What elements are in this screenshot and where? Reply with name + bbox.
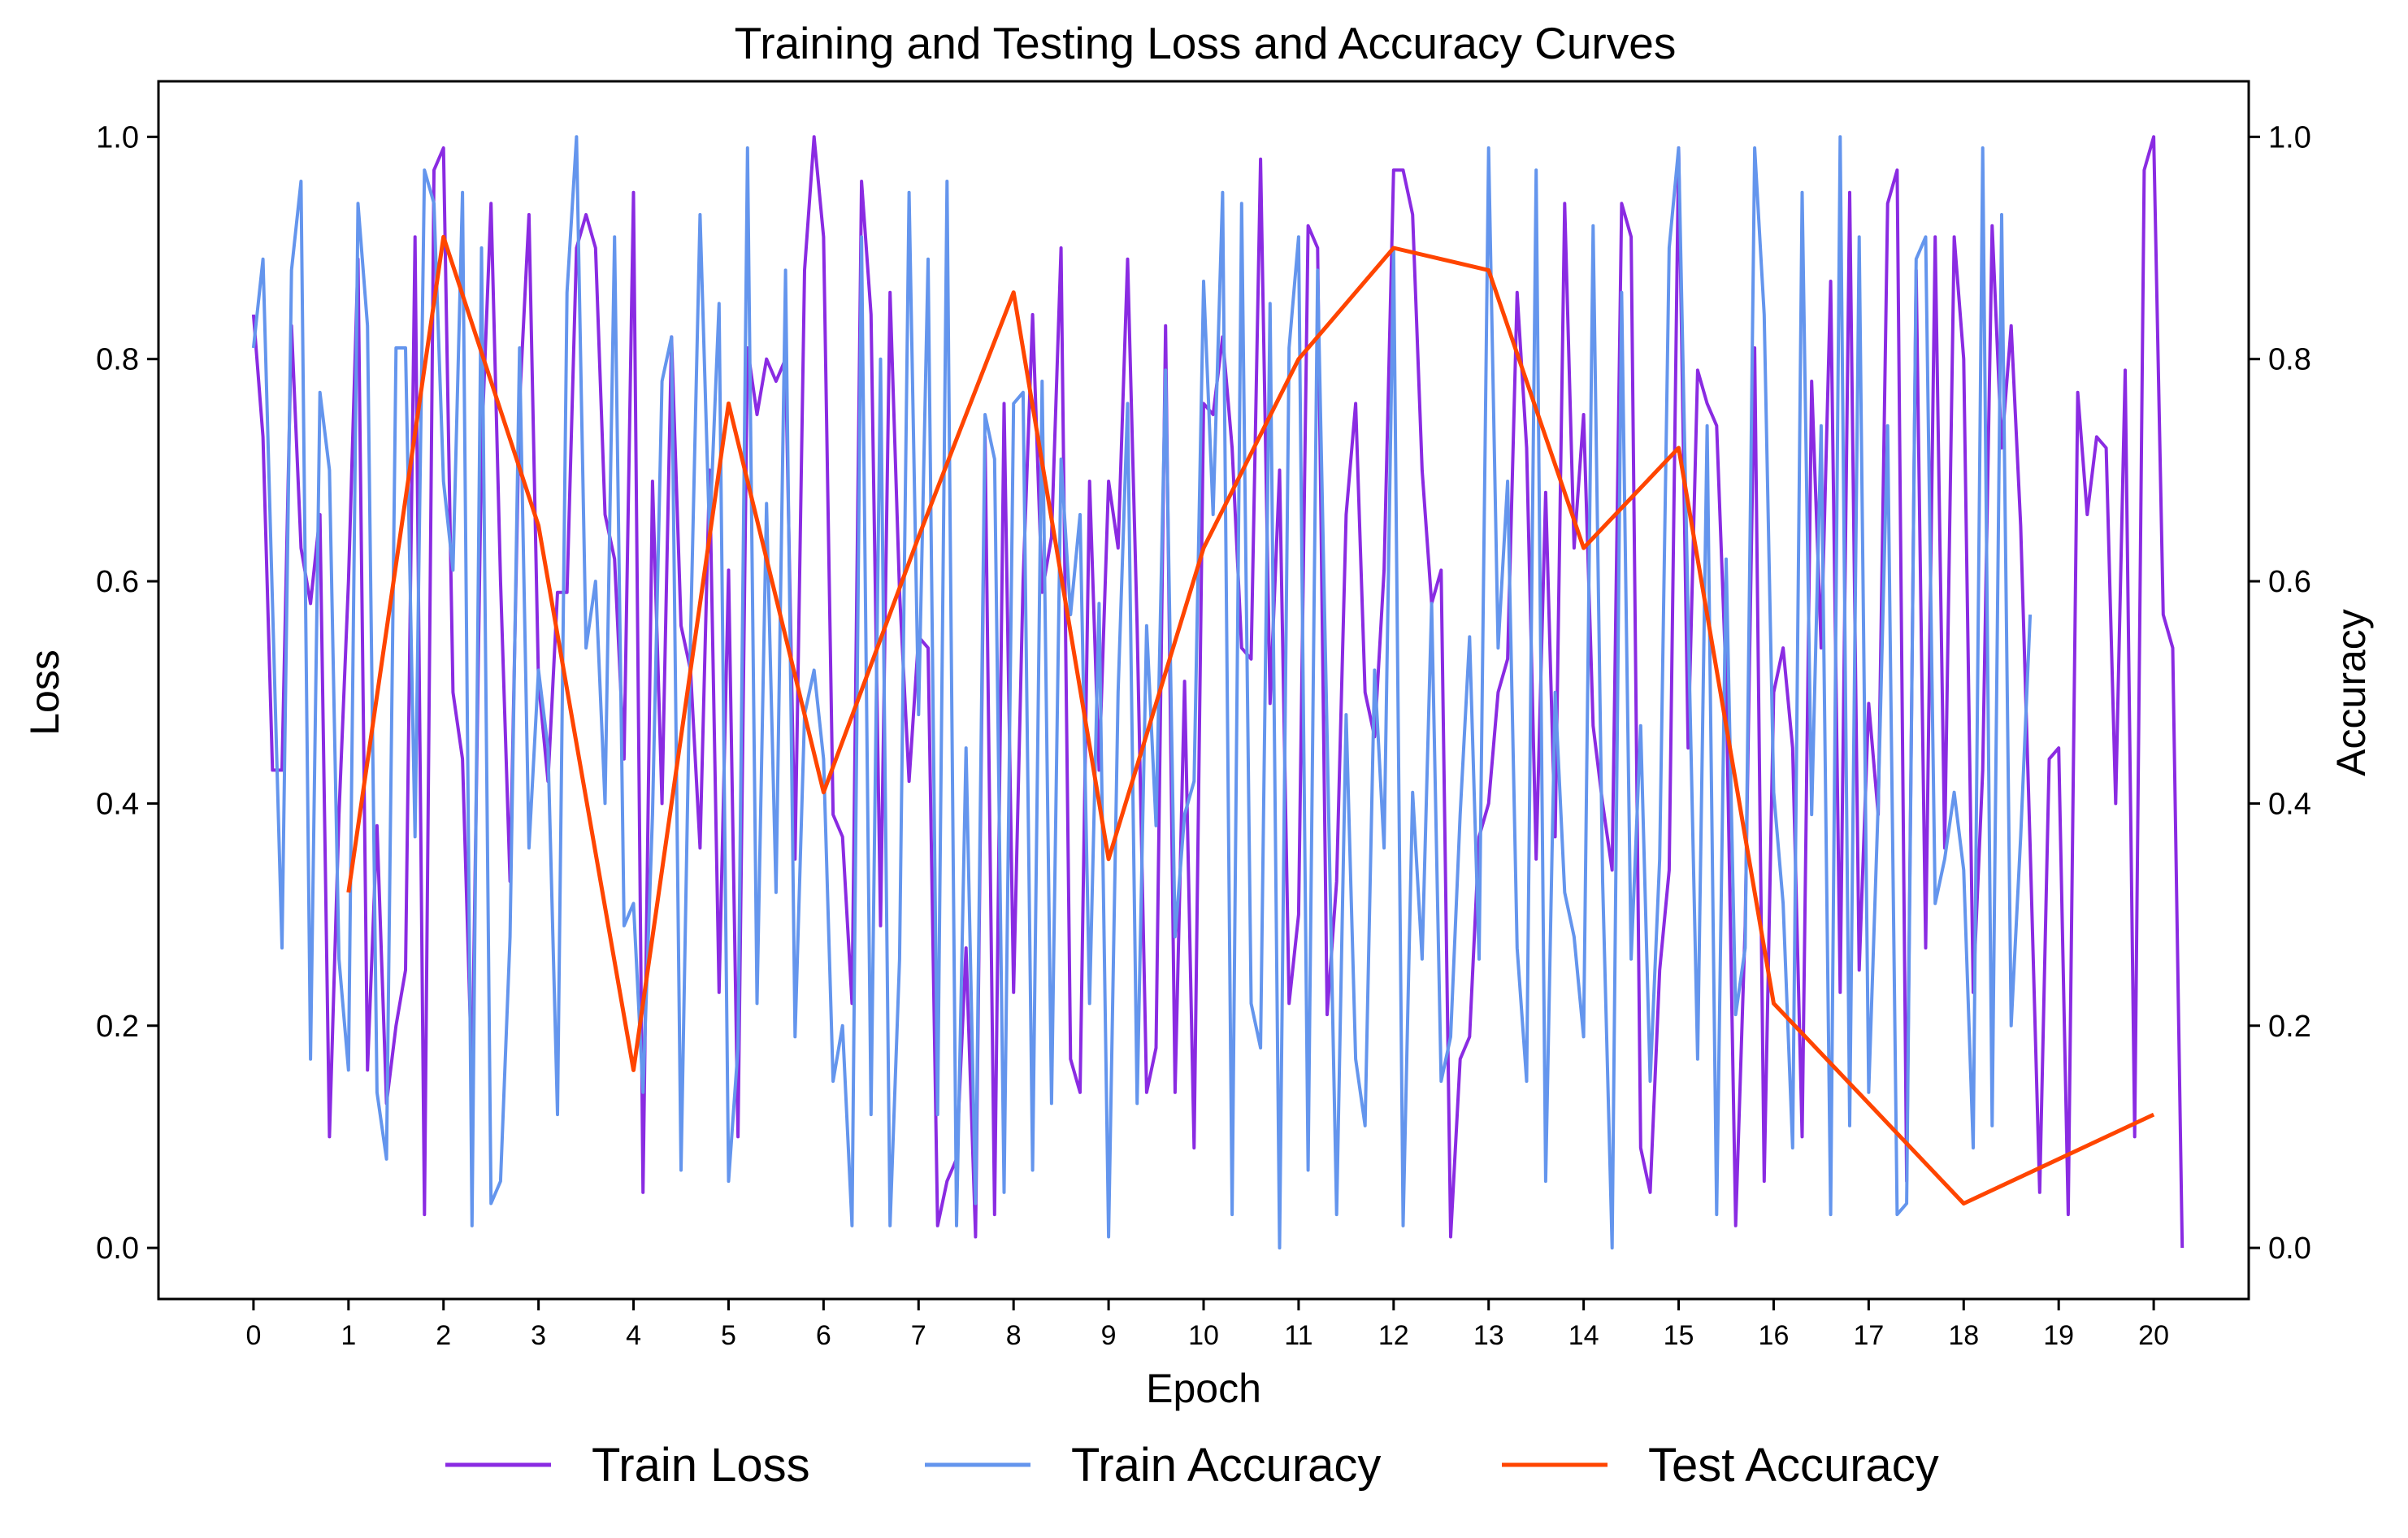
- x-ticks: 0 1 2 3 4 5 6 7 8 9 10 11 12 13 14 15 16 17 18 19 20: [245, 1299, 2169, 1351]
- right-y-tick-label: 0.2: [2268, 1010, 2311, 1044]
- x-tick-label: 15: [1664, 1320, 1694, 1351]
- x-tick-label: 1: [341, 1320, 356, 1351]
- x-tick-label: 2: [436, 1320, 451, 1351]
- x-tick-label: 10: [1188, 1320, 1219, 1351]
- x-tick-label: 19: [2043, 1320, 2074, 1351]
- legend-label-train-accuracy: Train Accuracy: [1071, 1439, 1381, 1492]
- x-tick-label: 13: [1473, 1320, 1504, 1351]
- left-y-axis-label: Loss: [22, 650, 67, 736]
- x-axis-label: Epoch: [1146, 1366, 1261, 1411]
- x-tick-label: 0: [245, 1320, 261, 1351]
- x-tick-label: 20: [2138, 1320, 2169, 1351]
- x-tick-label: 9: [1101, 1320, 1117, 1351]
- legend-item-test-accuracy: Test Accuracy: [1502, 1439, 1939, 1492]
- right-y-tick-label: 0.4: [2268, 787, 2311, 821]
- x-tick-label: 11: [1284, 1320, 1312, 1351]
- x-tick-label: 14: [1568, 1320, 1599, 1351]
- left-y-tick-label: 0.6: [96, 565, 139, 599]
- legend: Train Loss Train Accuracy Test Accuracy: [445, 1439, 1939, 1492]
- legend-item-train-loss: Train Loss: [445, 1439, 810, 1492]
- legend-label-test-accuracy: Test Accuracy: [1648, 1439, 1939, 1492]
- right-y-tick-label: 0.6: [2268, 565, 2311, 599]
- right-y-tick-label: 1.0: [2268, 120, 2311, 154]
- right-y-axis-label: Accuracy: [2328, 609, 2374, 776]
- series-line-train-accuracy: [251, 135, 2033, 1250]
- x-tick-label: 12: [1378, 1320, 1409, 1351]
- x-tick-label: 16: [1759, 1320, 1790, 1351]
- series-line-test-accuracy: [346, 234, 2155, 1206]
- x-tick-label: 17: [1853, 1320, 1884, 1351]
- left-y-ticks: 0.0 0.2 0.4 0.6 0.8 1.0: [96, 120, 158, 1266]
- legend-item-train-accuracy: Train Accuracy: [925, 1439, 1381, 1492]
- left-y-tick-label: 1.0: [96, 120, 139, 154]
- x-tick-label: 5: [721, 1320, 736, 1351]
- x-tick-label: 3: [531, 1320, 546, 1351]
- chart-title: Training and Testing Loss and Accuracy C…: [735, 18, 1677, 68]
- series-layer: [251, 135, 2185, 1250]
- right-y-ticks: 0.0 0.2 0.4 0.6 0.8 1.0: [2249, 120, 2311, 1266]
- right-y-tick-label: 0.0: [2268, 1232, 2311, 1266]
- legend-label-train-loss: Train Loss: [592, 1439, 810, 1492]
- x-tick-label: 8: [1006, 1320, 1022, 1351]
- x-tick-label: 4: [626, 1320, 641, 1351]
- left-y-tick-label: 0.2: [96, 1010, 139, 1044]
- left-y-tick-label: 0.8: [96, 343, 139, 377]
- x-tick-label: 7: [911, 1320, 926, 1351]
- x-tick-label: 6: [816, 1320, 831, 1351]
- right-y-tick-label: 0.8: [2268, 343, 2311, 377]
- left-y-tick-label: 0.4: [96, 787, 139, 821]
- x-tick-label: 18: [1948, 1320, 1979, 1351]
- left-y-tick-label: 0.0: [96, 1232, 139, 1266]
